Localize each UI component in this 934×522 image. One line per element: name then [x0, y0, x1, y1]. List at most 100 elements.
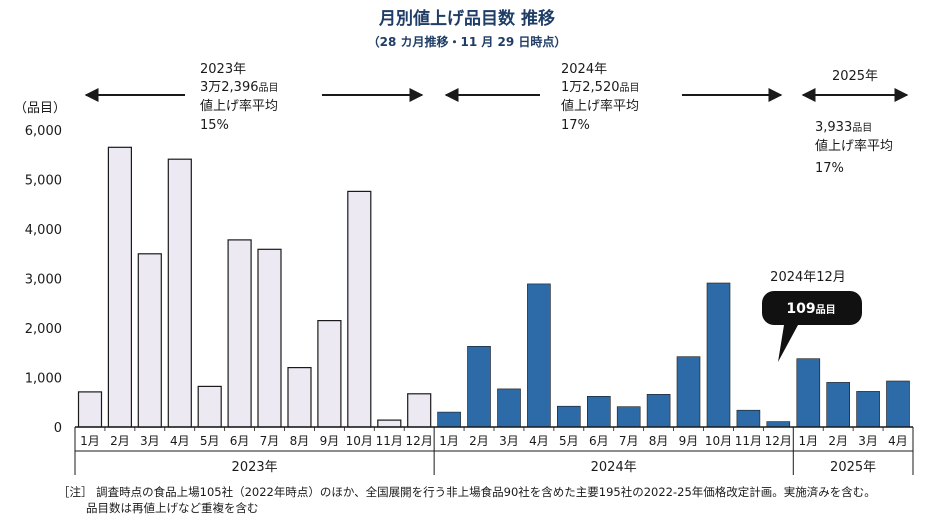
bar-21	[676, 356, 701, 428]
bar-7	[257, 248, 282, 428]
x-tick-label: 8月	[649, 434, 669, 448]
bar-12	[407, 393, 432, 428]
bar-14	[467, 345, 491, 428]
bar-23	[736, 409, 761, 428]
annotation-2025-year: 2025年	[832, 69, 878, 84]
annotation-2023-year: 2023年	[200, 62, 246, 77]
callout-bubble	[762, 291, 862, 362]
annotation-2023-rate-value: 15%	[200, 118, 229, 133]
y-axis-ticks: 0 1,000 2,000 3,000 4,000 5,000 6,000	[25, 124, 62, 436]
bar-6	[227, 239, 252, 428]
y-tick-label: 6,000	[25, 124, 62, 139]
year-group-label: 2024年	[591, 460, 637, 475]
bar-10	[347, 190, 372, 428]
bar-13	[437, 411, 461, 428]
bar-1	[77, 391, 103, 428]
x-tick-label: 11月	[376, 434, 403, 448]
x-tick-label: 10月	[705, 434, 732, 448]
x-tick-label: 2月	[828, 434, 848, 448]
x-tick-label: 9月	[679, 434, 699, 448]
x-tick-label: 9月	[320, 434, 340, 448]
annotation-2024: 2024年 1万2,520品目 値上げ率平均 17%	[444, 62, 783, 133]
bar-28	[886, 380, 910, 428]
bar-27	[856, 391, 880, 428]
annotation-2024-count: 1万2,520品目	[561, 80, 640, 95]
bar-2	[107, 146, 133, 428]
annotation-2024-count-unit: 品目	[620, 82, 640, 94]
callout-value: 109品目	[786, 301, 835, 317]
x-tick-label: 3月	[858, 434, 878, 448]
y-tick-label: 0	[54, 421, 62, 436]
chart-title: 月別値上げ品目数 推移	[378, 8, 555, 29]
bar-20	[646, 393, 671, 428]
y-tick-label: 2,000	[25, 322, 62, 337]
x-tick-label: 1月	[439, 434, 459, 448]
x-tick-label: 6月	[589, 434, 609, 448]
x-tick-label: 7月	[619, 434, 639, 448]
footnote-2: 品目数は再値上げなど重複を含む	[86, 501, 259, 515]
annotation-2025-rate-value: 17%	[815, 161, 844, 176]
annotation-2023-rate-label: 値上げ率平均	[200, 98, 278, 114]
annotation-2024-rate-value: 17%	[561, 118, 590, 133]
x-tick-label: 4月	[529, 434, 549, 448]
bar-8	[287, 367, 312, 428]
x-tick-label: 6月	[230, 434, 250, 448]
annotation-2023-count-unit: 品目	[259, 82, 279, 94]
annotation-2023: 2023年 3万2,396品目 値上げ率平均 15%	[84, 62, 424, 133]
y-tick-label: 1,000	[25, 372, 62, 387]
x-tick-label: 2月	[469, 434, 489, 448]
x-tick-label: 4月	[888, 434, 908, 448]
x-tick-label: 12月	[765, 434, 792, 448]
bar-11	[377, 419, 402, 428]
x-tick-label: 8月	[290, 434, 310, 448]
callout-label: 2024年12月	[770, 270, 846, 285]
bar-5	[197, 385, 222, 428]
bar-17	[556, 405, 581, 428]
annotation-2025: 2025年 3,933品目 値上げ率平均 17%	[801, 69, 909, 176]
bar-4	[167, 158, 192, 428]
bar-18	[586, 395, 611, 428]
bar-25	[796, 358, 821, 428]
callout-dec-2024: 2024年12月 109品目	[762, 270, 862, 362]
chart-subtitle: （28 カ月推移・11 月 29 日時点）	[368, 34, 567, 49]
annotation-2025-rate-label: 値上げ率平均	[815, 138, 893, 154]
year-group-label: 2023年	[232, 460, 278, 475]
annotation-2024-count-value: 1万2,520	[561, 80, 620, 95]
footnote-1: ［注］ 調査時点の食品上場105社（2022年時点）のほか、全国展開を行う非上場…	[58, 485, 876, 499]
annotation-2025-count-value: 3,933	[815, 120, 852, 135]
bar-24	[766, 421, 791, 428]
year-group-label: 2025年	[830, 460, 876, 475]
annotation-2023-count-value: 3万2,396	[200, 80, 259, 95]
y-tick-label: 5,000	[25, 174, 62, 189]
annotation-2023-count: 3万2,396品目	[200, 80, 279, 95]
bar-16	[527, 283, 551, 428]
callout-value-unit: 品目	[816, 304, 836, 316]
bar-15	[497, 388, 521, 428]
x-tick-label: 11月	[735, 434, 762, 448]
bar-22	[706, 282, 731, 428]
y-axis-label: （品目）	[14, 101, 66, 116]
x-tick-label: 1月	[798, 434, 818, 448]
x-tick-label: 12月	[406, 434, 433, 448]
x-tick-label: 3月	[140, 434, 160, 448]
x-tick-label: 1月	[80, 434, 100, 448]
annotation-2025-count-unit: 品目	[852, 122, 872, 134]
x-tick-label: 5月	[559, 434, 579, 448]
bar-9	[317, 320, 342, 428]
bar-26	[826, 382, 851, 428]
y-tick-label: 4,000	[25, 223, 62, 238]
y-tick-label: 3,000	[25, 273, 62, 288]
callout-value-number: 109	[786, 301, 815, 317]
annotation-2024-year: 2024年	[561, 62, 607, 77]
x-tick-label: 5月	[200, 434, 220, 448]
bar-19	[616, 406, 641, 428]
x-tick-label: 10月	[346, 434, 373, 448]
annotation-2024-rate-label: 値上げ率平均	[561, 98, 639, 114]
x-axis: 1月 2月 3月 4月 5月 6月 7月 8月 9月 10月 11月 12月 1月 2月 3月 4月 5月 6月 7…	[74, 426, 914, 475]
bar-3	[137, 253, 162, 428]
annotation-2025-count: 3,933品目	[815, 120, 872, 135]
x-tick-label: 7月	[260, 434, 280, 448]
x-tick-label: 3月	[499, 434, 519, 448]
x-tick-label: 2月	[110, 434, 130, 448]
